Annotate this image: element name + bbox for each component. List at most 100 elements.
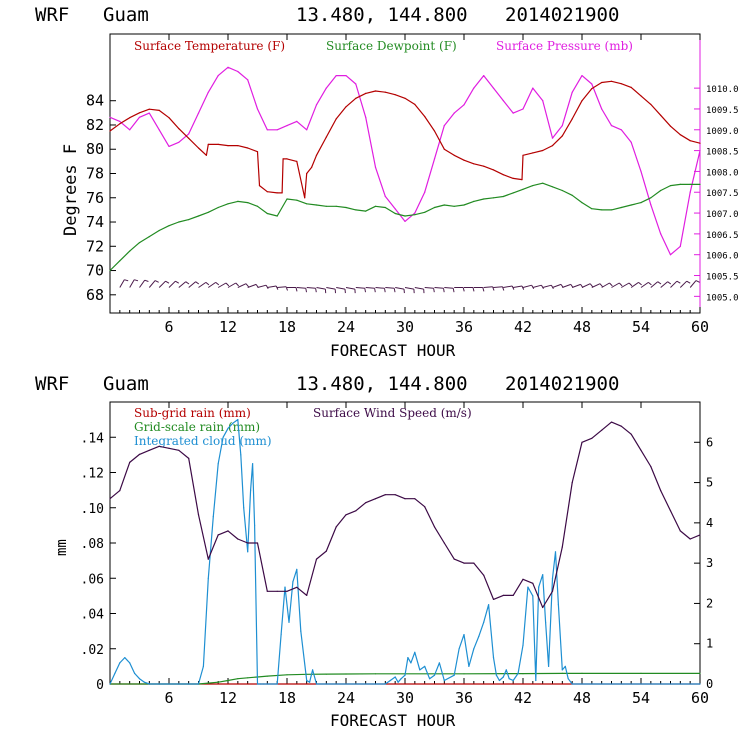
integrated-cloud-line-point xyxy=(565,666,566,667)
y-tick-label: 70 xyxy=(86,262,104,280)
x-tick-label: 30 xyxy=(396,689,414,707)
wind-barb-feather xyxy=(134,280,138,281)
pressure-line-point xyxy=(345,75,346,76)
integrated-cloud-line-point xyxy=(237,419,238,420)
dewpoint-line-point xyxy=(277,215,278,216)
dewpoint-line-point xyxy=(611,209,612,210)
temperature-line-point xyxy=(463,160,464,161)
integrated-cloud-line-point xyxy=(496,675,497,676)
wind-barb-staff xyxy=(149,281,155,288)
dewpoint-line-point xyxy=(395,213,396,214)
dewpoint-line-point xyxy=(227,203,228,204)
top-series xyxy=(109,67,700,271)
pressure-line-point xyxy=(532,88,533,89)
wind-barb-staff xyxy=(385,288,394,289)
temperature-line-point xyxy=(198,147,199,148)
legend-subgrid-rain: Sub-grid rain (mm) xyxy=(134,406,251,420)
pressure-line-point xyxy=(286,125,287,126)
y2-tick-label: 1009.5 xyxy=(706,106,739,116)
temperature-line-point xyxy=(521,179,522,180)
wind-barb-staff xyxy=(307,288,316,289)
pressure-line-point xyxy=(168,146,169,147)
dewpoint-line-point xyxy=(601,209,602,210)
y2-tick-label: 1005.0 xyxy=(706,293,739,303)
y-tick-label: 0 xyxy=(96,678,104,693)
pressure-line-point xyxy=(522,108,523,109)
wind-speed-line-point xyxy=(168,448,169,449)
dewpoint-line-point xyxy=(345,207,346,208)
temperature-line-point xyxy=(542,150,543,151)
temperature-line-point xyxy=(227,145,228,146)
wind-barb-staff xyxy=(169,281,175,287)
wind-speed-line-point xyxy=(237,538,238,539)
top-header-model: WRF xyxy=(35,4,69,26)
wind-barb-staff xyxy=(405,288,414,290)
wind-barb-staff xyxy=(553,284,562,287)
wind-barb-feather xyxy=(658,282,661,284)
wind-barb-feather xyxy=(296,288,297,292)
y-tick-label: 76 xyxy=(86,189,104,207)
pressure-line-point xyxy=(601,108,602,109)
dewpoint-line-point xyxy=(670,185,671,186)
wind-barb-staff xyxy=(572,284,580,287)
pressure-line-point xyxy=(129,129,130,130)
temperature-line-point xyxy=(282,192,283,193)
wind-speed-line-point xyxy=(345,514,346,515)
integrated-cloud-line-point xyxy=(542,574,543,575)
wind-speed-line-point xyxy=(483,575,484,576)
temperature-line-point xyxy=(660,115,661,116)
wind-speed-line-point xyxy=(581,442,582,443)
temperature-line-point xyxy=(178,128,179,129)
temperature-line-point xyxy=(247,147,248,148)
wind-barb-staff xyxy=(641,282,648,287)
wind-speed-line-point xyxy=(444,542,445,543)
legend-pressure: Surface Pressure (mb) xyxy=(496,39,633,53)
gridscale-rain-line-point xyxy=(208,683,209,684)
wind-barb-staff xyxy=(376,288,385,289)
wind-speed-line-point xyxy=(198,514,199,515)
pressure-line-point xyxy=(513,113,514,114)
dewpoint-line-point xyxy=(690,184,691,185)
dewpoint-line-point xyxy=(473,201,474,202)
integrated-cloud-line-point xyxy=(407,657,408,658)
pressure-line-point xyxy=(178,142,179,143)
y2-tick-label: 1 xyxy=(706,637,713,651)
integrated-cloud-line-point xyxy=(232,423,233,424)
dewpoint-line-point xyxy=(532,185,533,186)
gridscale-rain-line-point xyxy=(345,673,346,674)
integrated-cloud-line-point xyxy=(129,662,130,663)
wind-barb-staff xyxy=(651,282,658,288)
gridscale-rain-line-point xyxy=(522,673,523,674)
wind-speed-line-point xyxy=(267,591,268,592)
wind-barb-feather xyxy=(316,288,317,292)
integrated-cloud-line-point xyxy=(404,675,405,676)
wind-barb-staff xyxy=(297,288,306,289)
wind-barb-feather xyxy=(677,281,680,283)
integrated-cloud-line-point xyxy=(454,675,455,676)
temperature-line-point xyxy=(532,152,533,153)
dewpoint-line-point xyxy=(424,212,425,213)
wind-speed-line-point xyxy=(611,422,612,423)
integrated-cloud-line xyxy=(110,420,700,684)
top-header: WRF Guam 13.480, 144.800 2014021900 xyxy=(35,4,619,26)
x-tick-label: 48 xyxy=(573,318,591,336)
wind-speed-line-point xyxy=(119,490,120,491)
x-tick-label: 6 xyxy=(164,689,173,707)
integrated-cloud-line-point xyxy=(535,680,536,681)
integrated-cloud-line-point xyxy=(518,673,519,674)
integrated-cloud-line-point xyxy=(503,676,504,677)
pressure-line-point xyxy=(316,104,317,105)
pressure-line-point xyxy=(375,167,376,168)
integrated-cloud-line-point xyxy=(444,680,445,681)
x-tick-label: 60 xyxy=(691,318,709,336)
pressure-line-point xyxy=(463,104,464,105)
pressure-line-point xyxy=(572,92,573,93)
integrated-cloud-line-point xyxy=(240,454,241,455)
wind-barb-staff xyxy=(533,285,542,287)
wind-barb-staff xyxy=(444,288,453,289)
pressure-line-point xyxy=(218,75,219,76)
wind-barb-staff xyxy=(356,288,365,289)
wind-barb-feather xyxy=(648,282,651,285)
pressure-line-point xyxy=(640,171,641,172)
pressure-line-point xyxy=(650,204,651,205)
